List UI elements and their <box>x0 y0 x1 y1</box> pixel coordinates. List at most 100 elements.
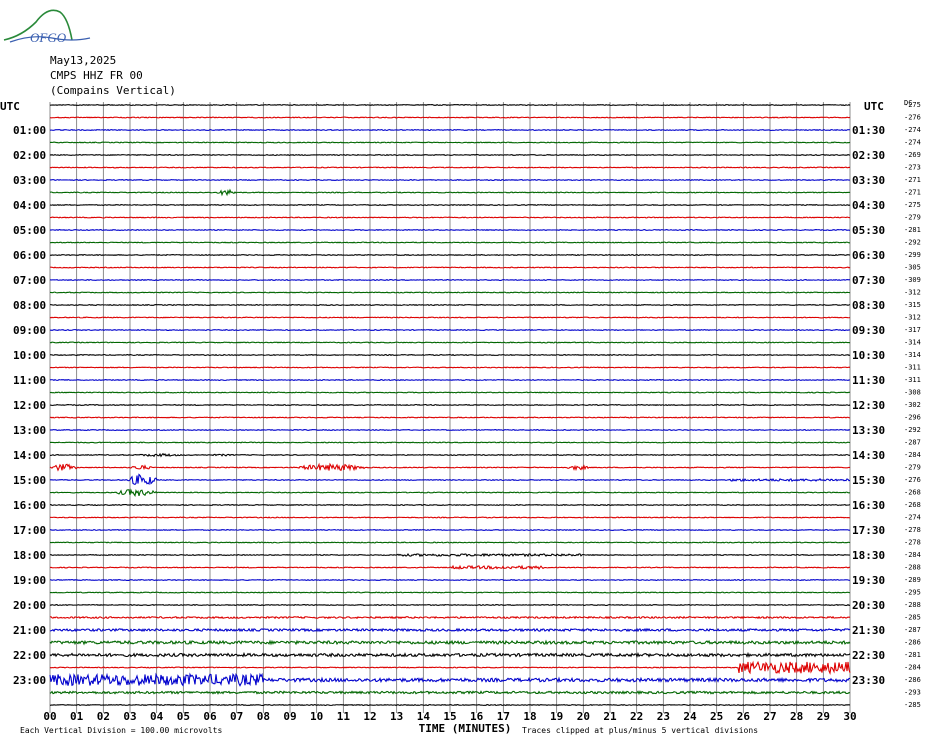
dc-offset-label: -311 <box>904 364 921 372</box>
seismic-trace <box>49 639 851 646</box>
x-tick-label: 10 <box>310 710 323 723</box>
dc-offset-label: -284 <box>904 451 921 459</box>
seismic-trace <box>49 188 851 197</box>
seismic-trace <box>49 627 851 633</box>
dc-offset-label: -285 <box>904 701 921 709</box>
dc-offset-label: -284 <box>904 551 921 559</box>
x-tick-label: 00 <box>43 710 56 723</box>
dc-offset-label: -289 <box>904 576 921 584</box>
dc-offset-label: -288 <box>904 601 921 609</box>
seismic-trace <box>49 128 851 132</box>
x-tick-label: 24 <box>683 710 697 723</box>
x-tick-label: 06 <box>203 710 217 723</box>
seismic-trace <box>49 353 851 357</box>
hour-label: 10:00 <box>13 349 46 362</box>
dc-offset-label: -278 <box>904 526 921 534</box>
dc-offset-label: -296 <box>904 414 921 422</box>
seismic-trace <box>49 103 851 107</box>
seismic-trace <box>49 328 851 332</box>
hour-label: 03:00 <box>13 174 46 187</box>
x-tick-label: 16 <box>470 710 484 723</box>
x-tick-label: 15 <box>443 710 456 723</box>
dc-offset-label: -295 <box>904 589 921 597</box>
seismic-trace <box>49 303 851 307</box>
x-axis-title: TIME (MINUTES) <box>419 722 512 735</box>
half-hour-label: 02:30 <box>852 149 885 162</box>
vertical-division-note: Each Vertical Division = 100.00 microvol… <box>20 726 222 735</box>
hour-label: 09:00 <box>13 324 46 337</box>
half-hour-label: 18:30 <box>852 549 885 562</box>
seismic-trace <box>49 403 851 407</box>
seismic-trace <box>49 178 851 182</box>
x-tick-label: 05 <box>177 710 190 723</box>
dc-offset-label: -273 <box>904 164 921 172</box>
dc-offset-label: -275 <box>904 101 921 109</box>
seismic-trace <box>49 203 851 207</box>
dc-offset-label: -287 <box>904 626 921 634</box>
half-hour-label: 01:30 <box>852 124 885 137</box>
dc-offset-label: -268 <box>904 489 921 497</box>
half-hour-label: 14:30 <box>852 449 885 462</box>
seismic-trace <box>49 564 851 570</box>
x-tick-label: 29 <box>817 710 830 723</box>
dc-offset-label: -292 <box>904 426 921 434</box>
seismic-trace <box>49 278 851 282</box>
hour-label: 02:00 <box>13 149 46 162</box>
dc-offset-label: -309 <box>904 276 921 284</box>
seismic-trace <box>49 428 851 432</box>
x-tick-label: 08 <box>257 710 270 723</box>
half-hour-label: 03:30 <box>852 174 885 187</box>
dc-offset-label: -288 <box>904 564 921 572</box>
seismic-trace <box>49 578 851 582</box>
half-hour-label: 23:30 <box>852 674 885 687</box>
dc-offset-label: -268 <box>904 501 921 509</box>
half-hour-label: 07:30 <box>852 274 885 287</box>
half-hour-label: 16:30 <box>852 499 885 512</box>
hour-label: 16:00 <box>13 499 46 512</box>
half-hour-label: 17:30 <box>852 524 885 537</box>
hour-label: 04:00 <box>13 199 46 212</box>
half-hour-label: 22:30 <box>852 649 885 662</box>
half-hour-label: 11:30 <box>852 374 885 387</box>
dc-offset-label: -293 <box>904 689 921 697</box>
x-tick-label: 14 <box>417 710 431 723</box>
dc-offset-label: -275 <box>904 201 921 209</box>
dc-offset-label: -312 <box>904 314 921 322</box>
hour-label: 14:00 <box>13 449 46 462</box>
half-hour-label: 06:30 <box>852 249 885 262</box>
dc-offset-label: -276 <box>904 476 921 484</box>
dc-offset-label: -274 <box>904 514 921 522</box>
dc-offset-label: -292 <box>904 239 921 247</box>
date-label: May13,2025 <box>50 54 117 67</box>
seismic-trace <box>49 116 851 119</box>
x-tick-label: 22 <box>630 710 643 723</box>
hour-label: 05:00 <box>13 224 46 237</box>
seismic-trace <box>49 516 851 519</box>
dc-label: DC <box>904 99 912 107</box>
dc-offset-label: -287 <box>904 439 921 447</box>
hour-label: 23:00 <box>13 674 46 687</box>
seismic-trace <box>49 528 851 532</box>
seismic-trace <box>49 651 851 659</box>
seismic-trace <box>49 591 851 594</box>
seismic-trace <box>49 141 851 144</box>
seismic-trace <box>49 441 851 444</box>
dc-offset-label: -271 <box>904 176 921 184</box>
x-tick-label: 23 <box>657 710 670 723</box>
hour-label: 21:00 <box>13 624 46 637</box>
dc-offset-label: -302 <box>904 401 921 409</box>
hour-label: 19:00 <box>13 574 46 587</box>
dc-offset-label: -305 <box>904 264 921 272</box>
x-tick-label: 21 <box>603 710 617 723</box>
dc-offset-label: -281 <box>904 651 921 659</box>
x-tick-label: 18 <box>523 710 536 723</box>
seismic-trace <box>49 615 851 620</box>
hour-label: 13:00 <box>13 424 46 437</box>
right-axis-title: UTC <box>864 100 884 113</box>
x-tick-label: 20 <box>577 710 590 723</box>
x-tick-label: 19 <box>550 710 563 723</box>
seismic-trace <box>49 366 851 369</box>
half-hour-label: 08:30 <box>852 299 885 312</box>
hour-label: 20:00 <box>13 599 46 612</box>
